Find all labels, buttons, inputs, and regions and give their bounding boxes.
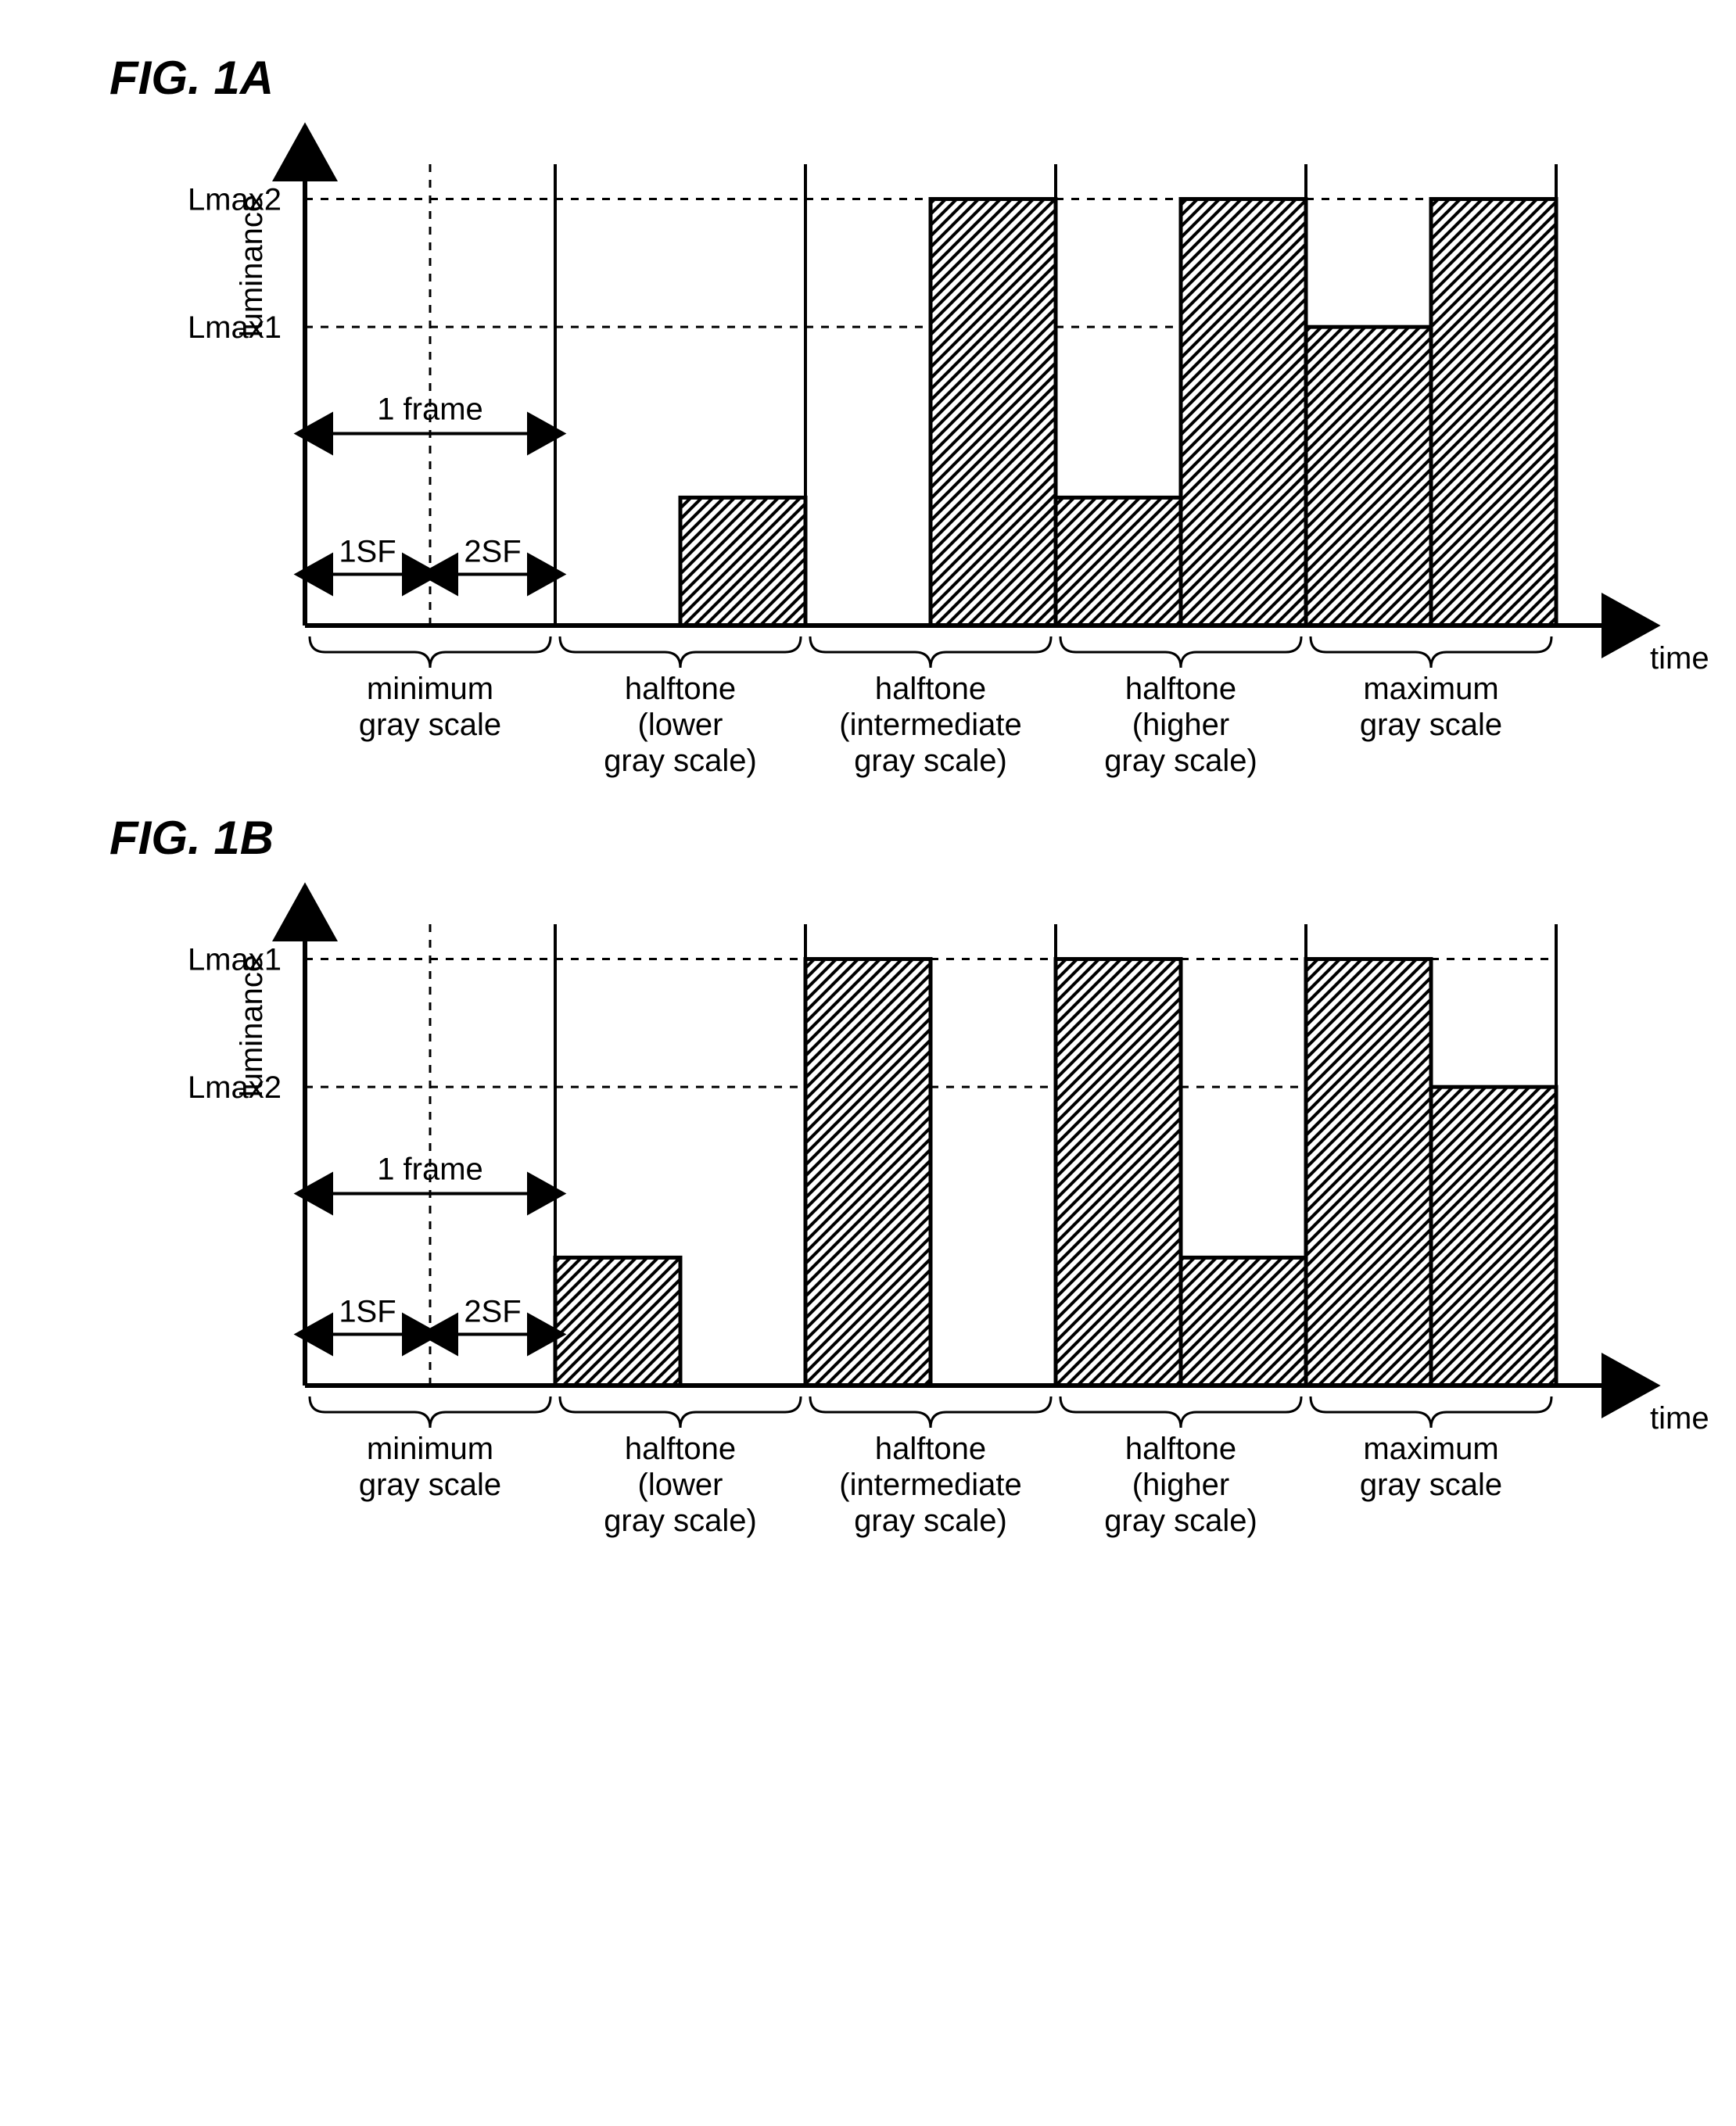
x-category-label: maximumgray scale: [1360, 1432, 1502, 1502]
x-category-label: minimumgray scale: [359, 1432, 501, 1502]
subframe-bar: [1056, 497, 1181, 626]
y-tick-label: Lmax2: [188, 183, 282, 217]
x-category-label: halftone(highergray scale): [1104, 1432, 1257, 1538]
subframe-bar: [1181, 1257, 1306, 1386]
x-category-label: halftone(intermediategray scale): [839, 1432, 1021, 1538]
x-category-label: halftone(intermediategray scale): [839, 672, 1021, 778]
subframe-bar: [1306, 959, 1431, 1386]
subframe-bar: [1431, 1087, 1556, 1386]
x-axis-label: time: [1650, 641, 1709, 676]
subframe-bar: [680, 497, 805, 626]
x-axis-label: time: [1650, 1401, 1709, 1436]
sf1-label: 1SF: [339, 535, 396, 569]
sf1-label: 1SF: [339, 1295, 396, 1329]
sf2-label: 2SF: [464, 535, 521, 569]
frame-label: 1 frame: [377, 1153, 483, 1187]
x-category-label: minimumgray scale: [359, 672, 501, 742]
x-category-label: halftone(highergray scale): [1104, 672, 1257, 778]
x-category-label: halftone(lowergray scale): [604, 1432, 757, 1538]
x-category-label: maximumgray scale: [1360, 672, 1502, 742]
subframe-bar: [1431, 199, 1556, 626]
subframe-bar: [1306, 327, 1431, 626]
x-category-label: halftone(lowergray scale): [604, 672, 757, 778]
subframe-bar: [1056, 959, 1181, 1386]
y-tick-label: Lmax1: [188, 310, 282, 345]
figure-panel: FIG. 1AluminanceLmax1Lmax21 frame1SF2SFt…: [109, 52, 1709, 778]
y-tick-label: Lmax1: [188, 943, 282, 977]
y-tick-label: Lmax2: [188, 1070, 282, 1105]
figure-panel: FIG. 1BluminanceLmax2Lmax11 frame1SF2SFt…: [109, 812, 1709, 1538]
subframe-bar: [555, 1257, 680, 1386]
subframe-bar: [931, 199, 1056, 626]
sf2-label: 2SF: [464, 1295, 521, 1329]
figure-title: FIG. 1B: [109, 812, 274, 864]
frame-label: 1 frame: [377, 393, 483, 427]
subframe-bar: [1181, 199, 1306, 626]
figure-title: FIG. 1A: [109, 52, 274, 104]
subframe-bar: [805, 959, 931, 1386]
